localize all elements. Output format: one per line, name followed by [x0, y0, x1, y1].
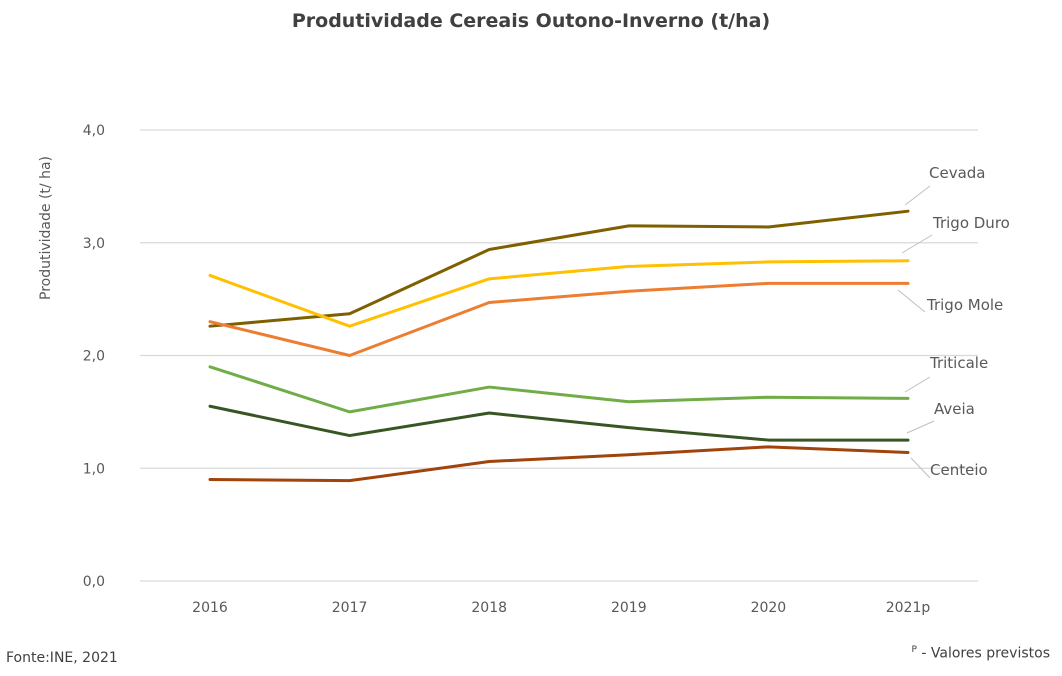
x-tick-label: 2021p	[886, 600, 931, 616]
series-label: Cevada	[929, 164, 985, 182]
y-tick-label: 3,0	[83, 236, 105, 252]
series-line-cevada	[208, 209, 910, 328]
series-line-centeio	[208, 445, 910, 483]
leader-line	[904, 376, 931, 393]
forecast-note: P - Valores previstos	[912, 645, 1051, 662]
y-tick-label: 4,0	[83, 123, 105, 139]
x-tick-label: 2016	[192, 600, 228, 616]
series-label: Trigo Duro	[932, 214, 1010, 232]
y-tick-label: 2,0	[83, 349, 105, 365]
leader-line	[904, 185, 931, 206]
leader-line	[897, 289, 926, 313]
series-line-aveia	[208, 404, 910, 442]
series-label: Centeio	[930, 461, 988, 479]
x-tick-label: 2018	[471, 600, 507, 616]
forecast-marker: P	[911, 645, 917, 655]
leader-line	[910, 457, 931, 479]
x-tick-label: 2020	[751, 600, 787, 616]
series-line-trigo-duro	[208, 259, 910, 328]
series-line-trigo-mole	[208, 281, 910, 357]
x-tick-label: 2017	[332, 600, 368, 616]
chart-title: Produtividade Cereais Outono-Inverno (t/…	[291, 10, 771, 32]
y-tick-label: 1,0	[83, 461, 105, 477]
y-tick-label: 0,0	[83, 574, 105, 590]
y-axis-label: Produtividade (t/ ha)	[38, 156, 54, 300]
forecast-note-text: - Valores previstos	[916, 645, 1050, 662]
source-note: Fonte:INE, 2021	[6, 650, 118, 666]
series-line-triticale	[208, 365, 910, 414]
x-tick-label: 2019	[611, 600, 647, 616]
series-label: Triticale	[929, 354, 988, 372]
leader-line	[901, 234, 933, 254]
series-label: Aveia	[934, 400, 975, 418]
leader-line	[906, 420, 935, 434]
series-label: Trigo Mole	[926, 296, 1003, 314]
